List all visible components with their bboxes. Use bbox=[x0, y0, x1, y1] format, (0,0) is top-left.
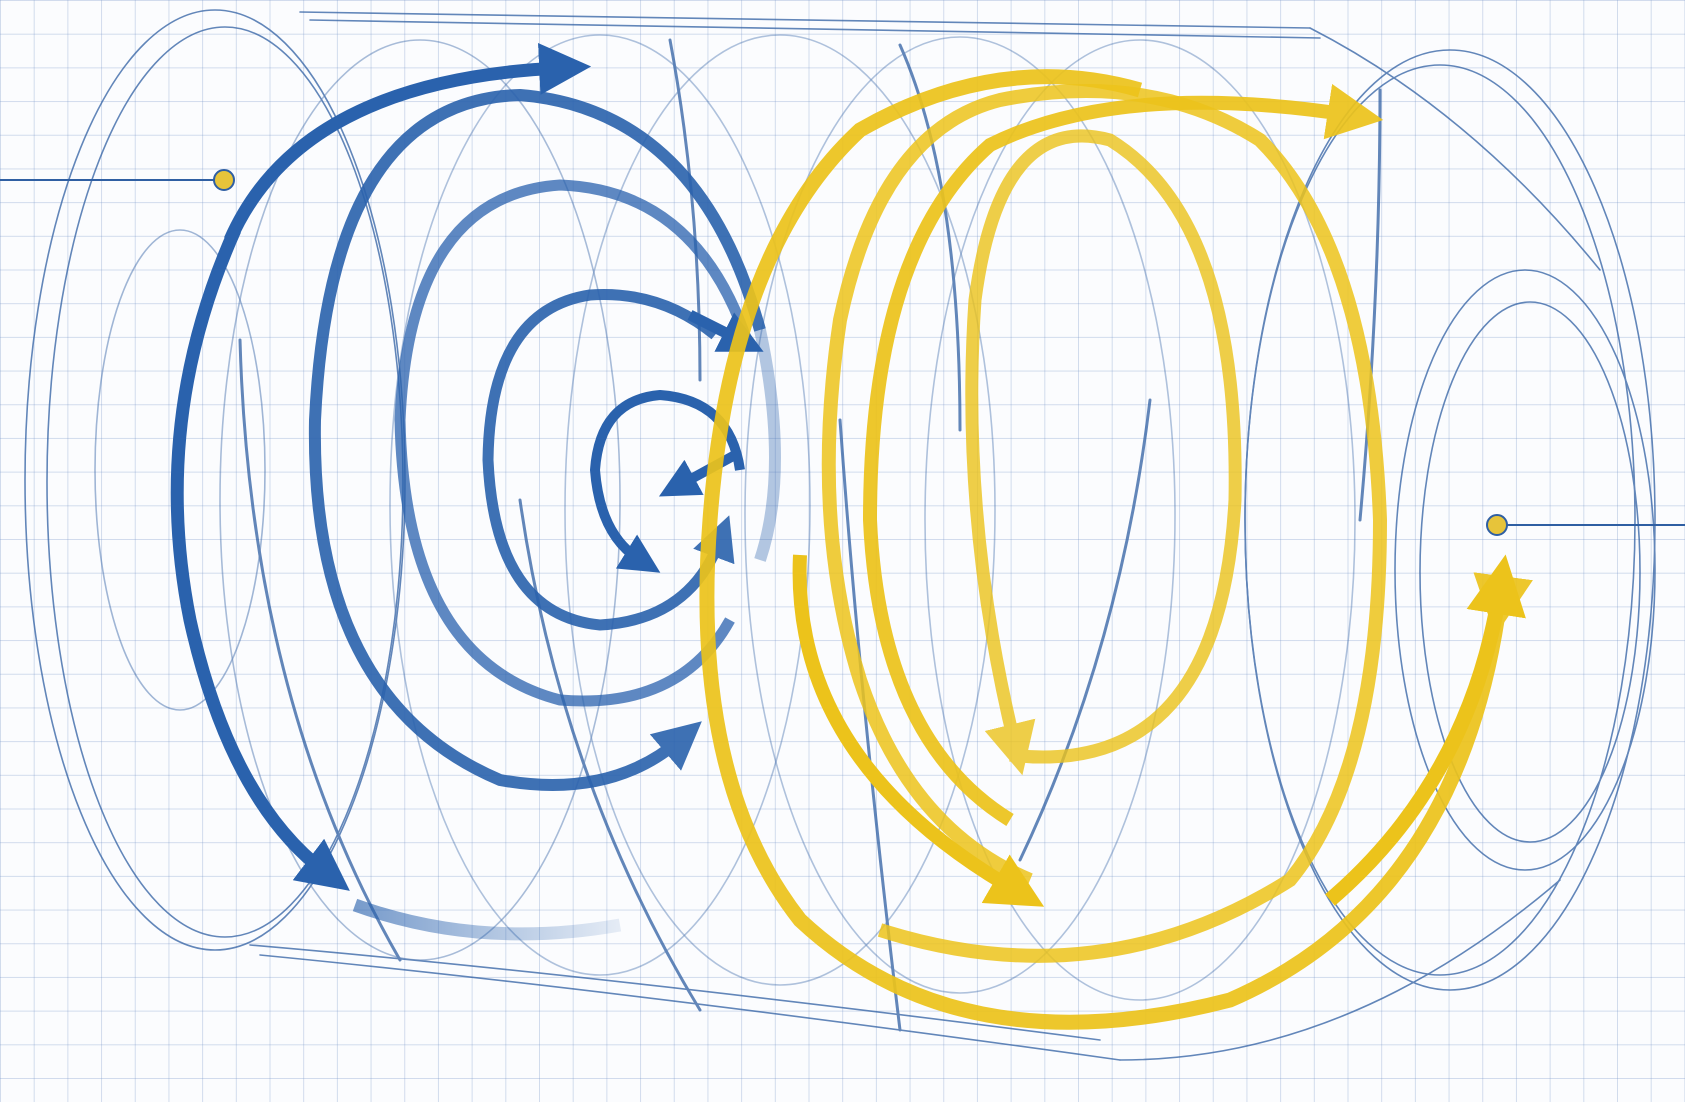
blue-loop-4-head bbox=[687, 310, 764, 352]
helix-ring-2 bbox=[389, 34, 811, 976]
left-end-cap-inner bbox=[94, 229, 266, 711]
yellow-inner-loop bbox=[965, 129, 1242, 776]
helix-ring-4 bbox=[744, 36, 1176, 994]
cylinder-outline bbox=[24, 9, 1656, 1061]
body-top-edge-2 bbox=[309, 19, 1321, 39]
helix-ring-3 bbox=[564, 34, 996, 986]
body-bottom-edge bbox=[249, 944, 1101, 1041]
left-callout-marker bbox=[213, 169, 235, 191]
helix-ring-1 bbox=[219, 39, 621, 961]
blue-outer-arc-bottom bbox=[352, 898, 622, 941]
right-taper-bottom bbox=[1119, 879, 1561, 1061]
yellow-loop-3 bbox=[862, 83, 1384, 826]
vane-strip-1 bbox=[238, 338, 402, 962]
blue-spiral-zone bbox=[170, 42, 781, 941]
callouts bbox=[0, 169, 1685, 536]
right-outlet-ring-inner bbox=[1419, 301, 1641, 843]
blue-outer-arc-left bbox=[170, 227, 350, 891]
helix-ring-5 bbox=[924, 39, 1356, 1001]
vane-strip-2 bbox=[518, 498, 702, 1012]
yellow-downsweep-1 bbox=[792, 554, 1045, 907]
body-top-edge bbox=[299, 11, 1311, 29]
blue-loop-2-fade bbox=[754, 328, 781, 562]
right-taper-top bbox=[1309, 27, 1601, 271]
right-outlet-ring-outer bbox=[1394, 269, 1656, 871]
yellow-outer-loop bbox=[699, 69, 1533, 1030]
blue-loop-3 bbox=[394, 179, 756, 707]
vane-strip-5 bbox=[1018, 398, 1152, 862]
yellow-loop-2 bbox=[821, 84, 1388, 963]
blue-loop-2 bbox=[308, 88, 766, 791]
blue-outer-arc-top bbox=[224, 42, 592, 243]
blue-loop-4 bbox=[482, 289, 735, 631]
vane-strip-3 bbox=[668, 38, 702, 382]
right-end-cap-mid bbox=[1244, 64, 1636, 976]
left-end-cap-mid bbox=[46, 26, 404, 938]
yellow-rising-arrow bbox=[1325, 554, 1526, 906]
yellow-spiral-zone bbox=[699, 69, 1533, 1030]
right-callout-marker bbox=[1486, 514, 1508, 536]
vane-strip-6 bbox=[1358, 88, 1382, 522]
body-bottom-edge-2 bbox=[259, 954, 1121, 1061]
